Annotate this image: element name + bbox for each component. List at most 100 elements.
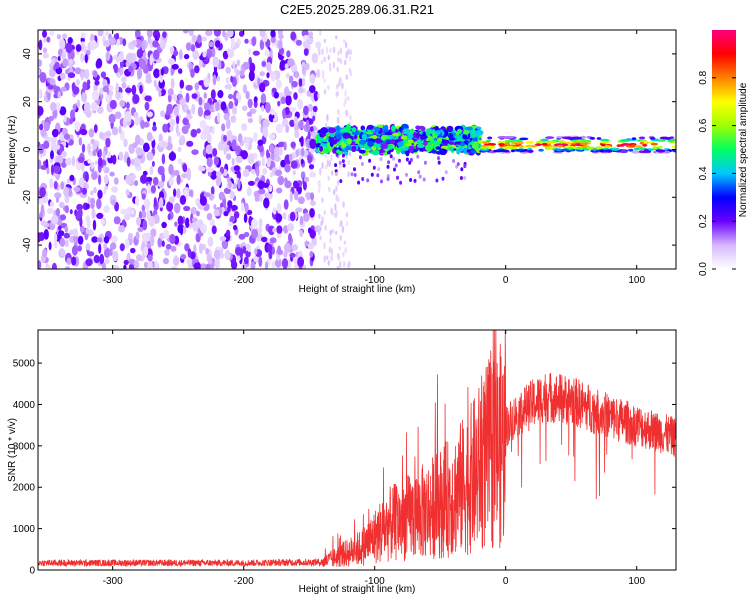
spectrogram-cell: [284, 106, 290, 115]
spectrogram-cell: [261, 156, 265, 167]
spectrogram-cell: [90, 39, 97, 51]
spectrogram-cell: [476, 126, 482, 130]
spectrogram-cell: [671, 145, 676, 149]
spectrogram-cell: [482, 141, 490, 145]
spectrogram-cell: [134, 180, 139, 187]
spectrogram-cell: [125, 174, 133, 185]
spectrogram-cell: [149, 55, 153, 66]
spectrogram-cell: [257, 77, 261, 87]
spectrogram-cell: [307, 103, 313, 112]
spectrogram-cell: [288, 153, 293, 163]
spectrogram-cell: [40, 129, 47, 137]
spectrogram-cell: [102, 150, 106, 160]
spectrogram-cell: [310, 200, 316, 206]
spectrogram-cell: [238, 30, 245, 37]
spectrogram-cell: [87, 196, 91, 204]
spectrogram-cell: [162, 31, 167, 39]
spectrogram-cell: [80, 70, 84, 81]
spectrogram-cell: [575, 140, 584, 143]
spectrogram-cell: [231, 157, 235, 166]
spectrogram-cell: [275, 257, 282, 268]
spectrogram-cell: [61, 51, 66, 60]
spectrogram-cell: [43, 47, 47, 54]
spectrogram-cell: [295, 39, 302, 46]
spectrogram-cell: [303, 105, 309, 116]
spectrogram-cell: [276, 225, 283, 234]
spectrogram-cell: [72, 228, 78, 237]
spectrogram-cell: [251, 228, 258, 239]
spectrogram-cell: [216, 171, 222, 178]
spectrogram-cell: [347, 171, 350, 178]
spectrogram-cell: [86, 219, 91, 228]
spectrogram-cell: [173, 202, 181, 214]
spectrogram-cell: [291, 80, 298, 88]
spectrogram-cell: [505, 142, 510, 146]
spectrogram-cell: [85, 203, 90, 210]
spectrogram-cell: [69, 174, 75, 182]
spectrogram-cell: [237, 133, 243, 144]
spectrogram-cell: [141, 210, 147, 219]
spectrogram-cell: [83, 101, 91, 113]
spectrogram-cell: [217, 90, 224, 99]
spectrogram-cell: [272, 207, 277, 215]
spectrogram-cell: [103, 40, 110, 48]
spectrogram-cell: [386, 164, 390, 169]
spectrogram-cell: [96, 212, 104, 219]
spectrogram-cell: [326, 114, 329, 122]
spectrogram-cell: [164, 248, 170, 256]
spectrogram-cell: [161, 153, 166, 165]
spectrogram-cell: [125, 188, 130, 197]
spectrogram-cell: [212, 74, 217, 86]
spectrogram-cell: [320, 220, 323, 227]
spectrogram-cell: [275, 213, 283, 223]
spectrogram-cell: [327, 260, 330, 266]
spectrogram-cell: [75, 44, 82, 52]
colorbar-tick-label: 0.0: [698, 262, 709, 276]
spectrogram-cell: [187, 248, 192, 258]
spectrogram-cell: [501, 146, 512, 150]
spectrogram-cell: [64, 226, 69, 233]
spectrogram-cell: [268, 184, 273, 192]
spectrogram-cell: [274, 169, 283, 176]
spectrogram-cell: [246, 186, 252, 197]
spectrogram-cell: [131, 84, 137, 96]
spectrogram-cell: [183, 53, 190, 60]
spectrogram-cell: [332, 211, 335, 217]
spectrogram-cell: [121, 76, 127, 83]
spectrogram-cell: [51, 262, 57, 269]
spectrogram-cell: [344, 246, 347, 254]
y-tick-label: 20: [22, 96, 33, 108]
spectrogram-cell: [348, 151, 352, 157]
spectrogram-cell: [380, 134, 387, 141]
spectrogram-cell: [90, 101, 98, 111]
spectrogram-cell: [48, 115, 54, 122]
spectrogram-cell: [600, 143, 606, 147]
spectrogram-cell: [232, 224, 238, 231]
spectrogram-cell: [141, 41, 146, 51]
spectrogram-cell: [309, 85, 316, 94]
spectrogram-cell: [341, 225, 345, 234]
spectrogram-cell: [185, 92, 190, 103]
spectrogram-cell: [318, 181, 321, 190]
spectrogram-cell: [286, 223, 295, 232]
spectrogram-cell: [55, 102, 61, 112]
spectrogram-cell: [203, 192, 211, 198]
spectrogram-cell: [288, 233, 292, 243]
y-tick-label: 0: [22, 146, 33, 152]
spectrogram-cell: [325, 164, 328, 170]
spectrogram-cell: [247, 117, 254, 124]
spectrogram-cell: [171, 63, 179, 70]
spectrogram-cell: [44, 196, 49, 204]
spectrogram-cell: [49, 30, 54, 36]
spectrogram-cell: [146, 111, 153, 118]
spectrogram-cell: [639, 141, 644, 145]
spectrogram-cell: [222, 198, 227, 207]
spectrogram-cell: [38, 260, 42, 269]
spectrogram-cell: [341, 82, 344, 90]
spectrogram-cell: [347, 160, 350, 165]
spectrogram-cell: [206, 212, 213, 221]
spectrogram-cell: [78, 177, 85, 188]
spectrogram-cell: [110, 242, 117, 250]
spectrogram-cell: [54, 192, 62, 199]
spectrogram-cell: [113, 177, 119, 185]
